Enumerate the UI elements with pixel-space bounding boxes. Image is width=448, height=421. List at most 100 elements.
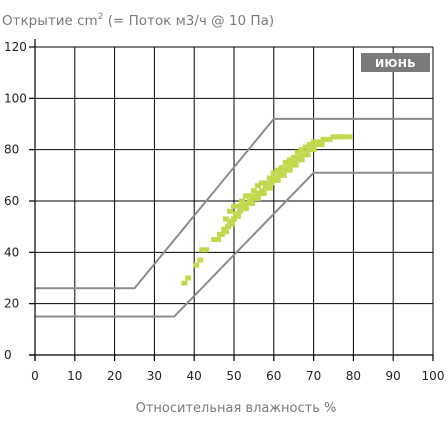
data-point [302, 149, 309, 155]
x-tick-labels: 0 10 20 30 40 50 60 70 80 90 100 [31, 369, 444, 383]
data-point [240, 203, 247, 209]
data-point [330, 134, 337, 140]
y-tick-label: 20 [4, 297, 19, 311]
data-point [227, 208, 234, 214]
x-tick-label: 80 [346, 369, 361, 383]
data-points [181, 134, 353, 286]
data-point [322, 136, 329, 142]
data-point [272, 175, 279, 181]
data-point [221, 226, 228, 232]
data-point [302, 144, 309, 150]
data-point [270, 177, 277, 183]
y-tick-label: 80 [4, 143, 19, 157]
data-point [334, 134, 341, 140]
data-point [346, 134, 353, 140]
month-badge-background [361, 53, 430, 72]
data-point [256, 190, 263, 196]
data-point [254, 195, 261, 201]
x-tick-label: 70 [306, 369, 321, 383]
data-point [274, 167, 281, 173]
data-point [284, 165, 291, 171]
data-point [268, 180, 275, 186]
data-point [270, 170, 277, 176]
data-point [294, 149, 301, 155]
data-point [193, 262, 200, 268]
data-point [246, 198, 253, 204]
data-point [286, 157, 293, 163]
x-tick-label: 50 [226, 369, 241, 383]
data-point [326, 136, 333, 142]
grid [34, 46, 434, 356]
data-point [229, 221, 236, 227]
data-point [236, 208, 243, 214]
data-point [248, 201, 255, 207]
data-point [252, 193, 259, 199]
data-point [227, 219, 234, 225]
data-point [280, 172, 287, 178]
data-point [238, 206, 245, 212]
y-tick-label: 40 [4, 245, 19, 259]
data-point [262, 185, 269, 191]
x-tick-label: 0 [31, 369, 39, 383]
data-point [242, 193, 249, 199]
data-point [225, 224, 232, 230]
data-point [292, 162, 299, 168]
data-point [294, 157, 301, 163]
month-badge: ИЮНЬ [361, 53, 430, 72]
data-point [260, 190, 267, 196]
data-point [314, 142, 321, 148]
data-point [274, 177, 281, 183]
y-tick-label: 0 [4, 348, 12, 362]
x-tick-label: 60 [266, 369, 281, 383]
axes [29, 39, 434, 361]
month-badge-label: ИЮНЬ [375, 57, 416, 70]
chart-title-suffix: (= Поток м3/ч @ 10 Па) [103, 13, 274, 29]
y-tick-labels: 0 20 40 60 80 100 120 [4, 40, 27, 362]
data-point [232, 211, 239, 217]
data-point [266, 185, 273, 191]
data-point [231, 216, 237, 222]
x-tick-label: 10 [67, 369, 82, 383]
data-point [185, 275, 192, 281]
data-point [199, 247, 206, 253]
y-tick-label: 100 [4, 91, 27, 105]
data-point [211, 237, 218, 242]
y-tick-label: 60 [4, 194, 19, 208]
envelope-lines [35, 117, 433, 318]
data-point [244, 201, 251, 207]
x-tick-label: 100 [422, 369, 445, 383]
data-point [234, 203, 241, 209]
data-point [310, 139, 317, 145]
data-point [278, 165, 285, 171]
x-tick-label: 40 [187, 369, 202, 383]
data-point [282, 167, 289, 173]
data-point [290, 154, 297, 160]
data-point [288, 162, 295, 168]
data-point [262, 180, 269, 186]
data-point [242, 206, 249, 212]
chart-title-superscript: 2 [98, 12, 104, 22]
data-point [234, 213, 241, 219]
data-point [304, 152, 311, 158]
x-axis-label: Относительная влажность % [136, 401, 337, 416]
data-point [306, 142, 313, 148]
data-point [266, 175, 273, 181]
data-point [258, 180, 265, 186]
data-point [316, 139, 323, 145]
data-point [238, 198, 245, 204]
data-point [197, 257, 204, 263]
data-point [290, 160, 297, 165]
data-point [250, 195, 257, 201]
data-point [318, 142, 325, 148]
data-point [308, 144, 315, 150]
data-point [296, 154, 303, 160]
data-point [286, 167, 293, 173]
chart-title: Открытие cm2 (= Поток м3/ч @ 10 Па) [2, 12, 274, 29]
data-point [258, 188, 265, 194]
data-point [223, 216, 230, 222]
data-point [278, 170, 285, 176]
data-point [342, 134, 349, 140]
data-point [264, 183, 271, 189]
data-point [231, 203, 237, 209]
